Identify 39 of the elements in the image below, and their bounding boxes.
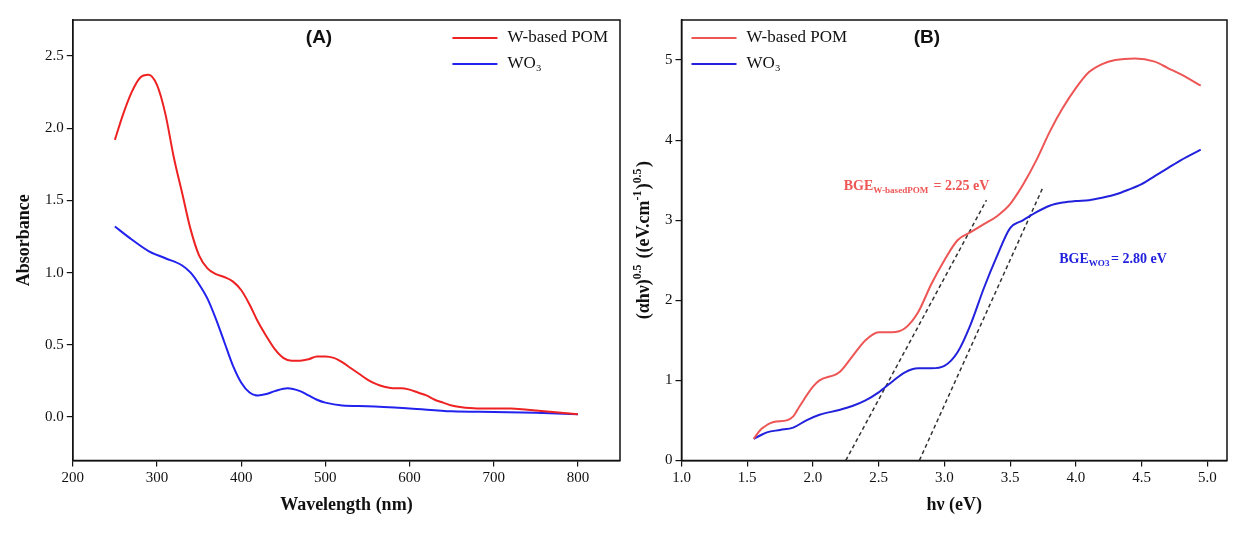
y-tick-label: 2.5 [45,47,64,64]
x-tick-label: 800 [566,469,590,486]
x-tick-label: 4.0 [1066,469,1086,486]
y-tick-label: 2 [665,291,673,308]
x-axis-title: hν (eV) [926,493,983,515]
x-tick-label: 3.0 [935,469,954,486]
y-tick-label: 1.5 [45,191,64,208]
x-tick-label: 400 [229,469,253,486]
y-tick-label: 3 [665,211,673,228]
x-tick-label: 4.5 [1132,469,1151,486]
x-tick-label: 1.5 [737,469,757,486]
legend-label: WO₃ [746,53,781,73]
y-tick-label: 1.0 [45,263,64,280]
chart-title: (A) [305,26,333,48]
x-tick-label: 500 [314,469,337,486]
legend-label: WO₃ [507,53,542,73]
legend-label: W-based POM [746,27,848,47]
y-axis-title: Absorbance [12,194,33,287]
y-tick-label: 4 [665,131,673,148]
legend-label: W-based POM [507,27,609,47]
y-axis-title: (αhν)0.5 ((eV.cm-1)0.5) [630,161,654,320]
x-tick-label: 2.0 [803,469,823,486]
y-tick-label: 0.5 [45,335,64,352]
x-tick-label: 3.5 [1000,469,1020,486]
chart-title: (B) [913,26,941,48]
x-tick-label: 300 [145,469,169,486]
y-tick-label: 2.0 [45,119,64,136]
line-series [752,148,1202,440]
line-series [113,73,579,416]
x-axis-title: Wavelength (nm) [280,493,413,515]
y-tick-label: 5 [665,50,673,67]
y-tick-label: 0 [665,451,673,468]
x-tick-label: 5.0 [1197,469,1217,486]
x-tick-label: 600 [398,469,421,486]
x-tick-label: 2.5 [869,469,889,486]
x-tick-label: 700 [482,469,505,486]
x-tick-label: 200 [61,469,84,486]
y-tick-label: 0.0 [45,408,64,425]
y-tick-label: 1 [665,371,673,388]
